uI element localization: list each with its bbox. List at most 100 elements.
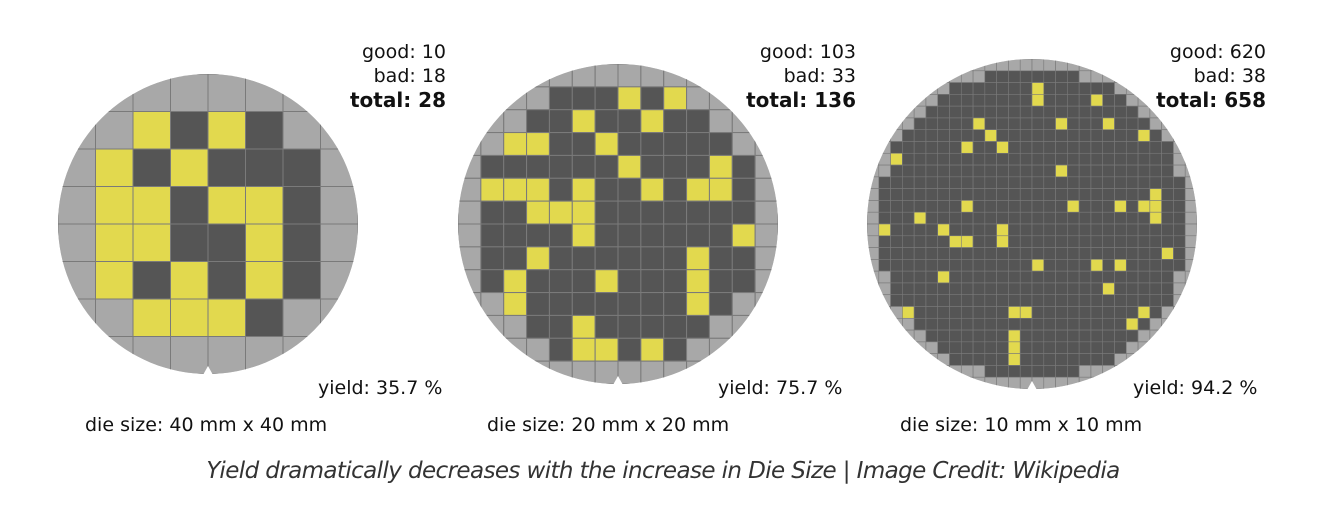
bad-die xyxy=(503,246,528,271)
bad-die xyxy=(1067,176,1080,189)
bad-die xyxy=(1078,223,1092,237)
edge-die xyxy=(458,154,482,179)
good-die xyxy=(526,132,550,156)
bad-die xyxy=(1055,70,1068,83)
wafer-10mm-yield: yield: 94.2 % xyxy=(1133,377,1258,399)
bad-die xyxy=(731,269,756,294)
good-die xyxy=(972,117,986,131)
bad-die xyxy=(1031,235,1045,248)
bad-die xyxy=(984,152,997,166)
bad-die xyxy=(972,94,986,107)
bad-die xyxy=(548,337,573,362)
edge-die xyxy=(594,360,619,384)
edge-die xyxy=(1161,117,1174,131)
bad-die xyxy=(1114,152,1127,166)
bad-die xyxy=(1090,129,1104,142)
total-count: total: 136 xyxy=(746,88,856,112)
edge-die xyxy=(503,109,528,134)
bad-die xyxy=(1067,94,1080,107)
edge-die xyxy=(731,132,756,156)
bad-die xyxy=(1090,282,1104,296)
edge-die xyxy=(925,341,939,354)
bad-die xyxy=(960,152,974,166)
edge-die xyxy=(207,336,246,374)
wafer-20mm-yield: yield: 75.7 % xyxy=(718,377,843,399)
bad-die xyxy=(949,223,962,237)
good-die xyxy=(95,223,134,262)
edge-die xyxy=(925,376,939,389)
bad-die xyxy=(1067,317,1080,331)
edge-die xyxy=(1019,59,1033,72)
bad-die xyxy=(663,109,688,134)
good-die xyxy=(960,141,974,154)
good-die xyxy=(960,235,974,248)
bad-die xyxy=(1008,70,1021,83)
edge-die xyxy=(867,270,880,284)
bad-die xyxy=(663,223,688,248)
wafer-40mm-die-size: die size: 40 mm x 40 mm xyxy=(85,414,328,436)
good-die xyxy=(937,223,950,237)
bad-die xyxy=(1078,152,1092,166)
edge-die xyxy=(458,132,482,156)
bad-die xyxy=(1114,188,1127,201)
bad-die xyxy=(1078,341,1092,354)
total-count: total: 28 xyxy=(349,88,446,112)
bad-die xyxy=(1114,117,1127,131)
bad-die xyxy=(663,337,688,362)
good-die xyxy=(526,246,550,271)
edge-die xyxy=(878,282,891,296)
edge-die xyxy=(754,223,778,248)
bad-die xyxy=(663,269,688,294)
bad-die xyxy=(972,141,986,154)
bad-die xyxy=(878,259,891,272)
good-die xyxy=(686,269,710,294)
bad-die xyxy=(937,211,950,225)
edge-die xyxy=(1149,365,1162,378)
bad-die xyxy=(1149,235,1162,248)
bad-die xyxy=(1067,294,1080,307)
good-die xyxy=(207,186,246,225)
bad-die xyxy=(1019,82,1033,95)
edge-die xyxy=(1173,270,1186,284)
bad-die xyxy=(996,188,1009,201)
edge-die xyxy=(1184,235,1197,248)
bad-die xyxy=(902,129,915,142)
bad-die xyxy=(1173,211,1186,225)
edge-die xyxy=(731,109,756,134)
bad-die xyxy=(526,109,550,134)
edge-die xyxy=(867,223,880,237)
edge-die xyxy=(902,341,915,354)
bad-die xyxy=(1078,329,1092,343)
bad-die xyxy=(1043,294,1056,307)
bad-die xyxy=(1090,152,1104,166)
bad-die xyxy=(594,246,619,271)
edge-die xyxy=(996,59,1009,72)
edge-die xyxy=(972,70,986,83)
edge-die xyxy=(925,70,939,83)
bad-die xyxy=(1055,306,1068,319)
bad-die xyxy=(925,270,939,284)
bad-die xyxy=(1161,188,1174,201)
bad-die xyxy=(1114,270,1127,284)
bad-die xyxy=(902,270,915,284)
edge-die xyxy=(902,70,915,83)
good-count: good: 620 xyxy=(1169,41,1266,63)
edge-die xyxy=(1173,341,1186,354)
edge-die xyxy=(1161,306,1174,319)
bad-die xyxy=(1102,200,1115,213)
bad-die xyxy=(1161,176,1174,189)
edge-die xyxy=(1078,59,1092,72)
bad-die xyxy=(913,294,927,307)
bad-die xyxy=(1078,188,1092,201)
bad-die xyxy=(1055,341,1068,354)
bad-die xyxy=(1137,247,1151,260)
bad-die xyxy=(1008,105,1021,119)
edge-die xyxy=(867,235,880,248)
edge-die xyxy=(458,360,482,384)
edge-die xyxy=(867,152,880,166)
edge-die xyxy=(480,360,505,384)
edge-die xyxy=(925,353,939,366)
bad-die xyxy=(1078,282,1092,296)
bad-die xyxy=(972,235,986,248)
edge-die xyxy=(1125,94,1139,107)
